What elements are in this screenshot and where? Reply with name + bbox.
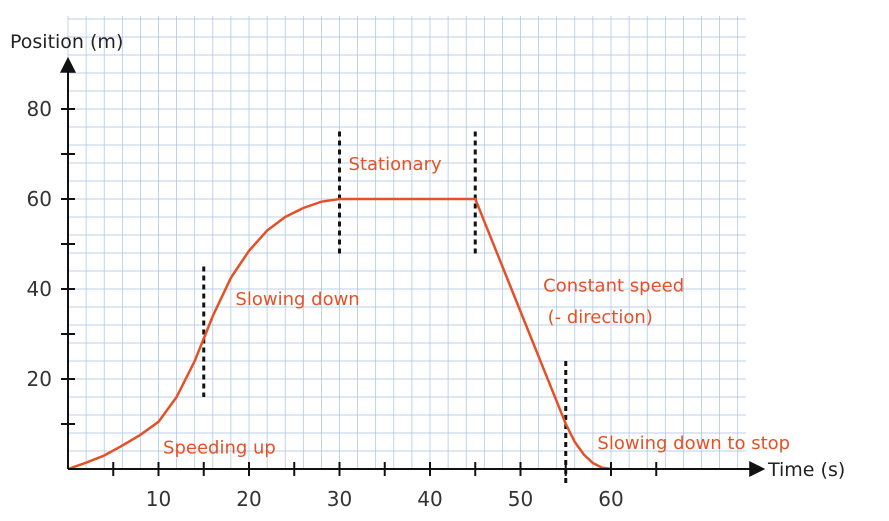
annotation-label: Constant speed bbox=[543, 275, 684, 296]
tick-labels: 10 20 30 40 50 60 20 40 60 80 bbox=[27, 97, 624, 511]
annotations: Speeding up Slowing down Stationary Constan… bbox=[163, 154, 790, 459]
x-tick-label: 40 bbox=[417, 487, 442, 511]
annotation-label: Slowing down to stop bbox=[597, 433, 790, 454]
grid bbox=[67, 16, 746, 470]
x-tick-label: 10 bbox=[146, 487, 171, 511]
y-tick-label: 20 bbox=[27, 367, 52, 391]
annotation-label: Speeding up bbox=[163, 437, 276, 458]
annotation-label: Stationary bbox=[349, 154, 442, 175]
annotation-label: Slowing down bbox=[235, 289, 359, 310]
x-tick-label: 60 bbox=[598, 487, 623, 511]
y-axis-title: Position (m) bbox=[10, 31, 123, 53]
annotation-label: (- direction) bbox=[548, 307, 653, 328]
x-tick-label: 50 bbox=[508, 487, 533, 511]
ticks bbox=[61, 108, 658, 476]
y-tick-label: 40 bbox=[27, 277, 52, 301]
position-curve bbox=[67, 197, 612, 471]
x-axis-title: Time (s) bbox=[767, 459, 845, 481]
x-tick-label: 20 bbox=[236, 487, 261, 511]
y-tick-label: 60 bbox=[27, 187, 52, 211]
x-tick-label: 30 bbox=[327, 487, 352, 511]
y-tick-label: 80 bbox=[27, 97, 52, 121]
